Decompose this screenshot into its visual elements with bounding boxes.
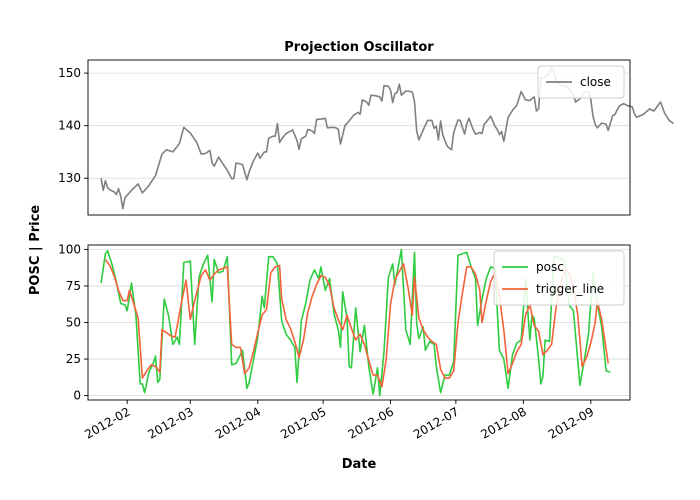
chart-title: Projection Oscillator xyxy=(284,40,434,55)
price-panel: 130 140 150 Projection Oscillator close xyxy=(58,40,674,216)
legend-box xyxy=(493,250,625,306)
y-tick-label: 100 xyxy=(58,242,81,256)
x-axis-label: Date xyxy=(342,457,377,472)
y-axis-label: POSC | Price xyxy=(28,205,43,295)
series-line-posc xyxy=(100,248,611,397)
y-tick-label: 50 xyxy=(66,316,81,330)
series-line-trigger-line xyxy=(104,259,609,388)
y-tick-label: 25 xyxy=(66,352,81,366)
legend-label-trigger-line: trigger_line xyxy=(536,282,604,296)
legend-label-posc: posc xyxy=(536,260,564,274)
y-tick-label: 130 xyxy=(58,171,81,185)
legend-box xyxy=(537,65,625,99)
y-tick-label: 75 xyxy=(66,279,81,293)
y-tick-label: 0 xyxy=(73,389,81,403)
price-plot-area xyxy=(87,59,631,216)
oscillator-legend: posc trigger_line xyxy=(493,250,625,306)
legend-label-close: close xyxy=(580,75,611,89)
price-legend: close xyxy=(537,65,625,99)
y-tick-label: 140 xyxy=(58,119,81,133)
y-tick-label: 150 xyxy=(58,66,81,80)
